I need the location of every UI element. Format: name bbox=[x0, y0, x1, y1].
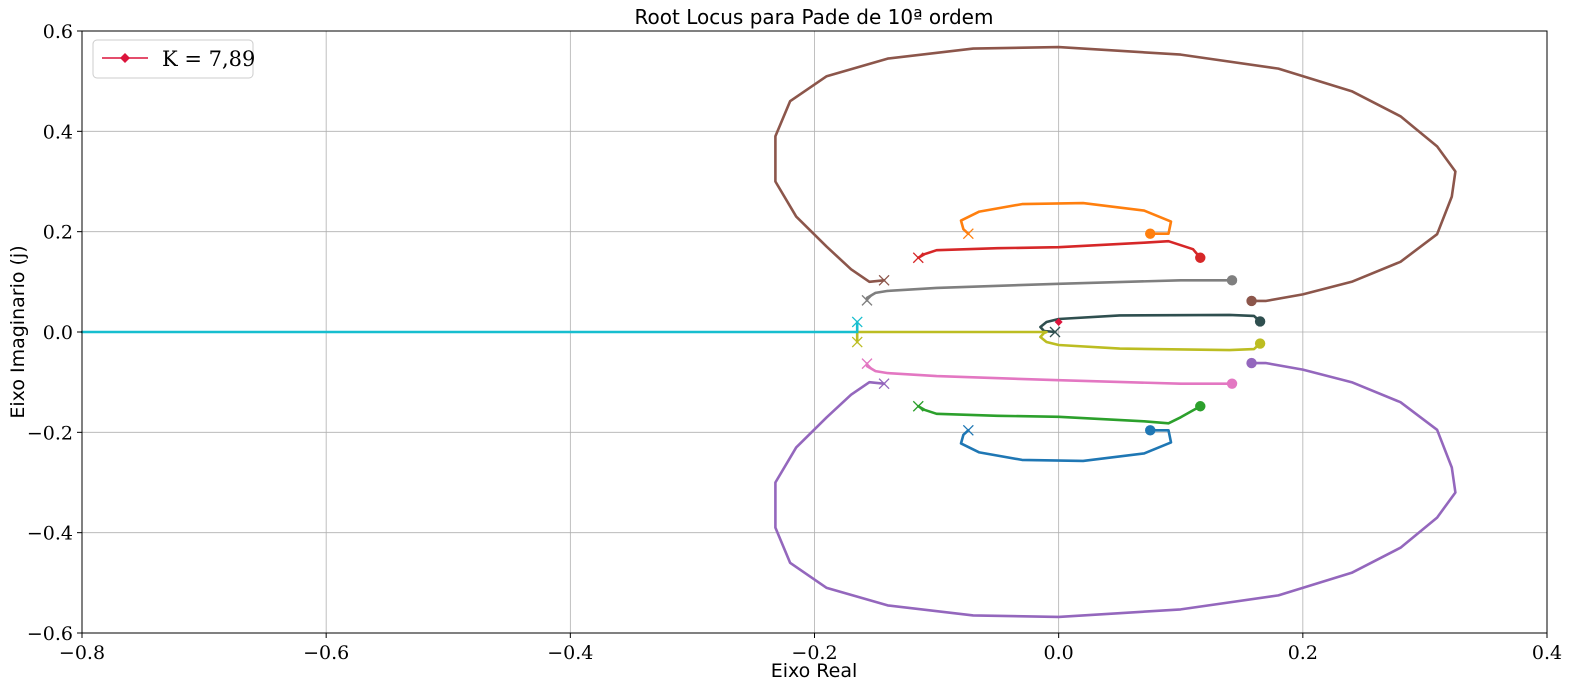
zero-marker bbox=[1226, 378, 1238, 389]
locus-branch bbox=[855, 330, 1262, 352]
zero-marker bbox=[1195, 252, 1206, 263]
x-axis-label: Eixo Real bbox=[771, 660, 858, 682]
y-axis-label: Eixo Imaginario (j) bbox=[7, 245, 29, 418]
pole-marker bbox=[851, 316, 863, 328]
locus-branch bbox=[80, 320, 859, 334]
legend-box bbox=[92, 39, 254, 79]
y-tick-label: 0.0 bbox=[43, 322, 73, 344]
y-tick-label: 0.4 bbox=[43, 121, 73, 143]
y-tick-label: −0.6 bbox=[27, 623, 73, 645]
markers-group bbox=[851, 228, 1266, 436]
locus-branch bbox=[959, 428, 1173, 463]
x-ticks: −0.8 −0.6 −0.4 −0.2 0.0 0.2 0.4 bbox=[59, 633, 1562, 664]
y-ticks: −0.6 −0.4 −0.2 0.0 0.2 0.4 0.6 bbox=[27, 21, 82, 645]
zero-marker bbox=[1254, 316, 1266, 327]
zero-marker bbox=[1195, 401, 1206, 412]
zero-marker bbox=[1246, 357, 1257, 369]
x-tick-label: 0.0 bbox=[1044, 642, 1074, 664]
y-tick-label: 0.6 bbox=[43, 21, 73, 43]
pole-marker bbox=[1049, 326, 1061, 338]
y-tick-label: −0.4 bbox=[27, 523, 73, 545]
chart-title: Root Locus para Pade de 10ª ordem bbox=[635, 5, 994, 29]
x-tick-label: 0.2 bbox=[1288, 642, 1318, 664]
locus-branch bbox=[865, 362, 1234, 386]
x-tick-label: −0.8 bbox=[59, 642, 105, 664]
locus-branch bbox=[774, 45, 1457, 303]
pole-marker bbox=[878, 378, 890, 390]
locus-branch bbox=[774, 361, 1457, 619]
zero-marker bbox=[1145, 228, 1156, 239]
legend-label: K = 7,89 bbox=[162, 47, 255, 71]
locus-branch bbox=[865, 278, 1234, 302]
locus-branch bbox=[959, 201, 1173, 235]
legend-diamond-marker bbox=[120, 53, 130, 63]
pole-marker bbox=[912, 400, 924, 412]
zero-marker bbox=[1145, 425, 1156, 436]
locus-branch bbox=[916, 404, 1202, 425]
x-tick-label: −0.4 bbox=[547, 642, 593, 664]
series-group bbox=[80, 45, 1457, 619]
locus-branch bbox=[1039, 313, 1262, 334]
zero-marker bbox=[1254, 338, 1266, 349]
zero-marker bbox=[1226, 275, 1238, 286]
y-tick-label: −0.2 bbox=[27, 422, 73, 444]
pole-marker bbox=[962, 424, 974, 436]
pole-marker bbox=[851, 336, 863, 348]
pole-marker bbox=[912, 252, 924, 264]
zero-marker bbox=[1246, 295, 1257, 307]
x-tick-label: 0.4 bbox=[1532, 642, 1562, 664]
x-tick-label: −0.6 bbox=[303, 642, 349, 664]
pole-marker bbox=[962, 228, 974, 240]
pole-marker bbox=[861, 358, 873, 370]
x-tick-label: −0.2 bbox=[791, 642, 837, 664]
selected-gain-marker bbox=[1054, 317, 1063, 326]
pole-marker bbox=[861, 294, 873, 306]
y-tick-label: 0.2 bbox=[43, 222, 73, 244]
pole-marker bbox=[878, 274, 890, 286]
locus-branch bbox=[916, 239, 1202, 260]
legend: K = 7,89 bbox=[92, 39, 255, 79]
